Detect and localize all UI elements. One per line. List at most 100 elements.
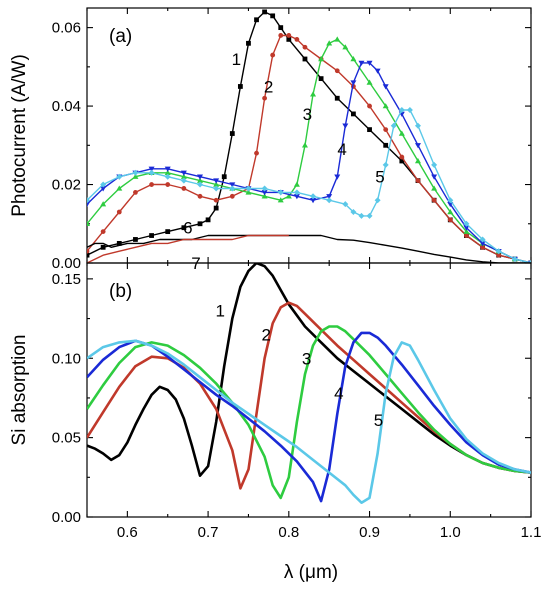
panel-b-ytick-label: 0.00 xyxy=(52,509,81,526)
panel-a-series-4-point xyxy=(358,60,365,66)
panel-a-series-1-point xyxy=(334,95,340,101)
panel-a-series-5-point xyxy=(390,122,397,129)
panel-a-series-1-point xyxy=(237,84,243,89)
panel-a-series-5-point xyxy=(414,122,421,129)
panel-a-series-1-point xyxy=(213,205,219,211)
panel-a-series-2-point xyxy=(262,95,267,101)
panel-a-series-2-point xyxy=(270,52,276,58)
panel-a-series-2-point xyxy=(447,217,453,223)
panel-a-series-1-point xyxy=(351,111,356,117)
panel-a-series-3-point xyxy=(301,142,308,148)
panel-a-curve-label-2: 2 xyxy=(264,77,273,96)
panel-a-series-1-point xyxy=(278,25,284,31)
panel-a-series-3-point xyxy=(261,193,268,199)
panel-a-series-1-point xyxy=(221,174,227,180)
panel-a-series-5-point xyxy=(213,185,220,192)
panel-a-series-3-point xyxy=(87,220,90,226)
panel-b-series-5-line xyxy=(87,339,531,505)
panel-a-y-axis-title: Photocurrent (A/W) xyxy=(9,54,30,217)
panel-a-series-3-point xyxy=(100,201,107,207)
panel-a-series-3-point xyxy=(277,197,284,203)
panel-a-series-3-point xyxy=(293,181,300,187)
panel-a-series-2-point xyxy=(229,193,235,199)
panel-a-series-5-point xyxy=(310,193,317,200)
panel-a-series-2-point xyxy=(254,150,259,156)
panel-a-series-2-point xyxy=(480,244,485,250)
panel-a-series-4-point xyxy=(164,166,171,172)
panel-b-series-4-line xyxy=(87,331,531,503)
panel-a-series-1-point xyxy=(302,56,308,62)
panel-a-series-3-point xyxy=(285,193,292,199)
panel-a-series-4-point xyxy=(261,190,268,196)
panel-a-series-3-point xyxy=(342,44,349,50)
panel-a-series-1-point xyxy=(197,221,203,227)
panel-a-series-1-point xyxy=(246,40,251,46)
panel-a-series-3-point xyxy=(398,130,405,136)
panel-a-series-5-point xyxy=(511,256,518,263)
panel-a-series-3-point xyxy=(164,169,171,175)
panel-a-series-2-point xyxy=(100,229,106,235)
panel-a-series-2-point xyxy=(133,189,138,195)
panel-a-series-2-point xyxy=(149,182,154,187)
panel-a-series-5-point xyxy=(100,181,107,188)
panel-a-series-2-point xyxy=(367,103,372,109)
panel-a: 0.00 0.02 0.04 0.06 Photocurrent (A/W) (a) 1 2 3… xyxy=(9,7,532,273)
panel-a-series-5-point xyxy=(374,197,381,204)
panel-a-series-3-point xyxy=(245,189,252,195)
panel-a-series-4-line xyxy=(87,62,531,263)
panel-a-ytick-label: 0.00 xyxy=(52,255,81,272)
panel-a-series-2-point xyxy=(294,36,300,42)
panel-b-xtick-label: 0.8 xyxy=(278,524,299,541)
panel-a-series-3-point xyxy=(414,158,421,164)
panel-a-series-2-point xyxy=(165,182,171,187)
panel-a-curve-label-5: 5 xyxy=(375,168,384,187)
panel-a-series-4-point xyxy=(342,123,349,129)
panel-a-series-1-point xyxy=(100,244,106,250)
panel-a-series-5-point xyxy=(463,220,470,227)
panel-a-series-5-point xyxy=(293,189,300,196)
panel-b-curve-label-4: 4 xyxy=(334,384,343,403)
panel-b: 0.00 0.05 0.10 0.15 0.6 0.7 0.8 0.9 1.0 1.1 Si abs… xyxy=(9,262,541,541)
panel-a-series-5-point xyxy=(431,161,438,168)
panel-b-xtick-label: 0.7 xyxy=(198,524,219,541)
panel-a-series-1-point xyxy=(229,131,235,136)
panel-a-ytick-label: 0.04 xyxy=(52,98,81,115)
panel-a-series-1-point xyxy=(270,13,276,19)
panel-a-series-4-point xyxy=(197,174,204,180)
panel-a-series-1-point xyxy=(133,237,138,242)
panel-a-curve-label-3: 3 xyxy=(303,105,312,124)
panel-a-series-1-point xyxy=(149,233,154,238)
panel-b-curve-label-1: 1 xyxy=(215,302,224,321)
panel-a-series-4-point xyxy=(334,174,341,180)
panel-a-series-1-point xyxy=(262,9,267,15)
panel-a-series-4-point xyxy=(326,194,333,200)
panel-b-ytick-label: 0.10 xyxy=(52,350,81,367)
panel-a-series-4-point xyxy=(382,84,389,90)
panel-a-series-3-point xyxy=(382,103,389,109)
panel-a-series-4-point xyxy=(180,170,187,176)
panel-a-series-5-point xyxy=(350,209,357,215)
panel-a-series-4-point xyxy=(310,198,317,204)
panel-a-series-5-point xyxy=(87,197,90,204)
panel-a-curve-label-1: 1 xyxy=(232,50,241,69)
panel-b-y-axis-title: Si absorption xyxy=(9,335,30,446)
panel-a-series-2-point xyxy=(399,154,405,160)
panel-a-series-2-point xyxy=(383,127,389,133)
panel-b-series-1-line xyxy=(87,263,531,478)
panel-a-series-3-point xyxy=(310,91,317,97)
panel-a-series-2-point xyxy=(286,33,292,38)
panel-a-series-4-point xyxy=(350,80,357,86)
panel-b-xtick-label: 0.9 xyxy=(359,524,380,541)
panel-a-series-2-point xyxy=(213,197,219,203)
panel-a-series-5-point xyxy=(479,236,486,243)
panel-b-curve-label-3: 3 xyxy=(302,349,311,368)
panel-a-series-2-point xyxy=(334,68,340,74)
panel-a-series-4-point xyxy=(414,143,421,149)
panel-a-series-1-point xyxy=(367,127,372,133)
panel-a-series-2-point xyxy=(197,193,203,199)
panel-a-series-3-line xyxy=(87,38,531,263)
panel-a-series-3-point xyxy=(350,56,357,62)
panel-a-ytick-label: 0.06 xyxy=(52,20,81,37)
panel-a-series-5-point xyxy=(261,185,268,192)
panel-a-series-2-point xyxy=(181,186,187,191)
